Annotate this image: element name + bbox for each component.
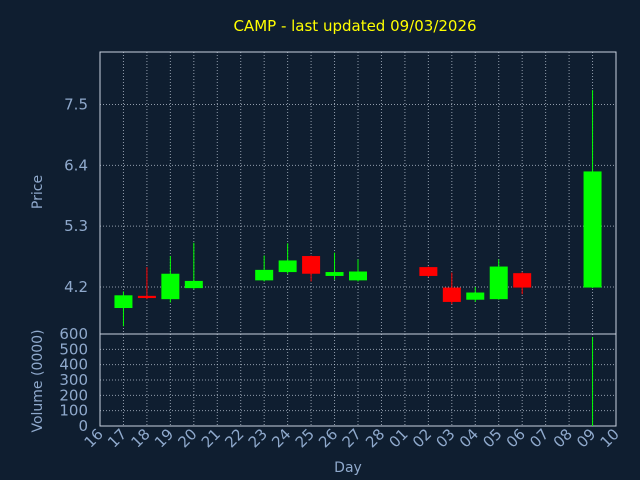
day-tick-label: 17 xyxy=(104,425,130,451)
candle-body xyxy=(114,295,133,309)
volume-tick-label: 600 xyxy=(59,325,88,343)
candle-body xyxy=(302,256,321,274)
volume-tick-label: 400 xyxy=(59,356,88,374)
candle-body xyxy=(349,271,367,281)
day-tick-label: 28 xyxy=(362,425,388,451)
volume-tick-label: 200 xyxy=(59,386,88,404)
day-tick-label: 06 xyxy=(503,425,529,451)
volume-grid xyxy=(100,334,616,426)
candle-body xyxy=(442,287,461,302)
volume-tick-label: 500 xyxy=(59,340,88,358)
day-tick-label: 02 xyxy=(409,425,435,451)
day-tick-label: 18 xyxy=(128,425,154,451)
candle-body xyxy=(583,171,602,288)
day-tick-label: 25 xyxy=(292,425,318,451)
candle-body xyxy=(184,280,203,289)
price-tick-label: 6.4 xyxy=(64,156,88,174)
day-tick-label: 04 xyxy=(456,425,482,451)
candle-body xyxy=(278,260,297,273)
day-tick-label: 22 xyxy=(221,425,247,451)
volume-axis-label: Volume (0000) xyxy=(30,329,46,432)
day-tick-label: 26 xyxy=(315,425,341,451)
volume-tick-label: 0 xyxy=(78,417,88,435)
day-axis: 1617181920212223242526272801020304050607… xyxy=(81,425,623,451)
volume-tick-label: 100 xyxy=(59,402,88,420)
candle-body xyxy=(489,266,508,300)
price-tick-label: 7.5 xyxy=(64,96,88,114)
price-tick-label: 5.3 xyxy=(64,217,88,235)
candles xyxy=(114,90,602,327)
candle-body xyxy=(137,295,156,299)
day-tick-label: 27 xyxy=(339,425,365,451)
price-axis: 4.2 5.3 6.4 7.5 xyxy=(64,96,88,296)
day-tick-label: 20 xyxy=(174,425,200,451)
candle-body xyxy=(325,272,344,276)
price-axis-label: Price xyxy=(30,175,46,209)
candle-body xyxy=(466,292,485,300)
day-tick-label: 09 xyxy=(573,425,599,451)
day-tick-label: 07 xyxy=(526,425,552,451)
price-tick-label: 4.2 xyxy=(64,278,88,296)
candle-body xyxy=(513,273,532,288)
candle-body xyxy=(419,267,438,276)
day-tick-label: 05 xyxy=(479,425,505,451)
candle-body xyxy=(255,269,274,281)
day-tick-label: 03 xyxy=(432,425,458,451)
day-tick-label: 21 xyxy=(198,425,224,451)
day-tick-label: 10 xyxy=(597,425,623,451)
day-tick-label: 23 xyxy=(245,425,271,451)
day-tick-label: 01 xyxy=(386,425,412,451)
day-tick-label: 24 xyxy=(268,425,294,451)
day-axis-label: Day xyxy=(334,460,362,476)
volume-panel-frame xyxy=(99,333,617,427)
chart-title: CAMP - last updated 09/03/2026 xyxy=(233,17,476,35)
candle-body xyxy=(161,273,180,300)
day-tick-label: 19 xyxy=(151,425,177,451)
day-tick-label: 08 xyxy=(550,425,576,451)
volume-tick-label: 300 xyxy=(59,371,88,389)
